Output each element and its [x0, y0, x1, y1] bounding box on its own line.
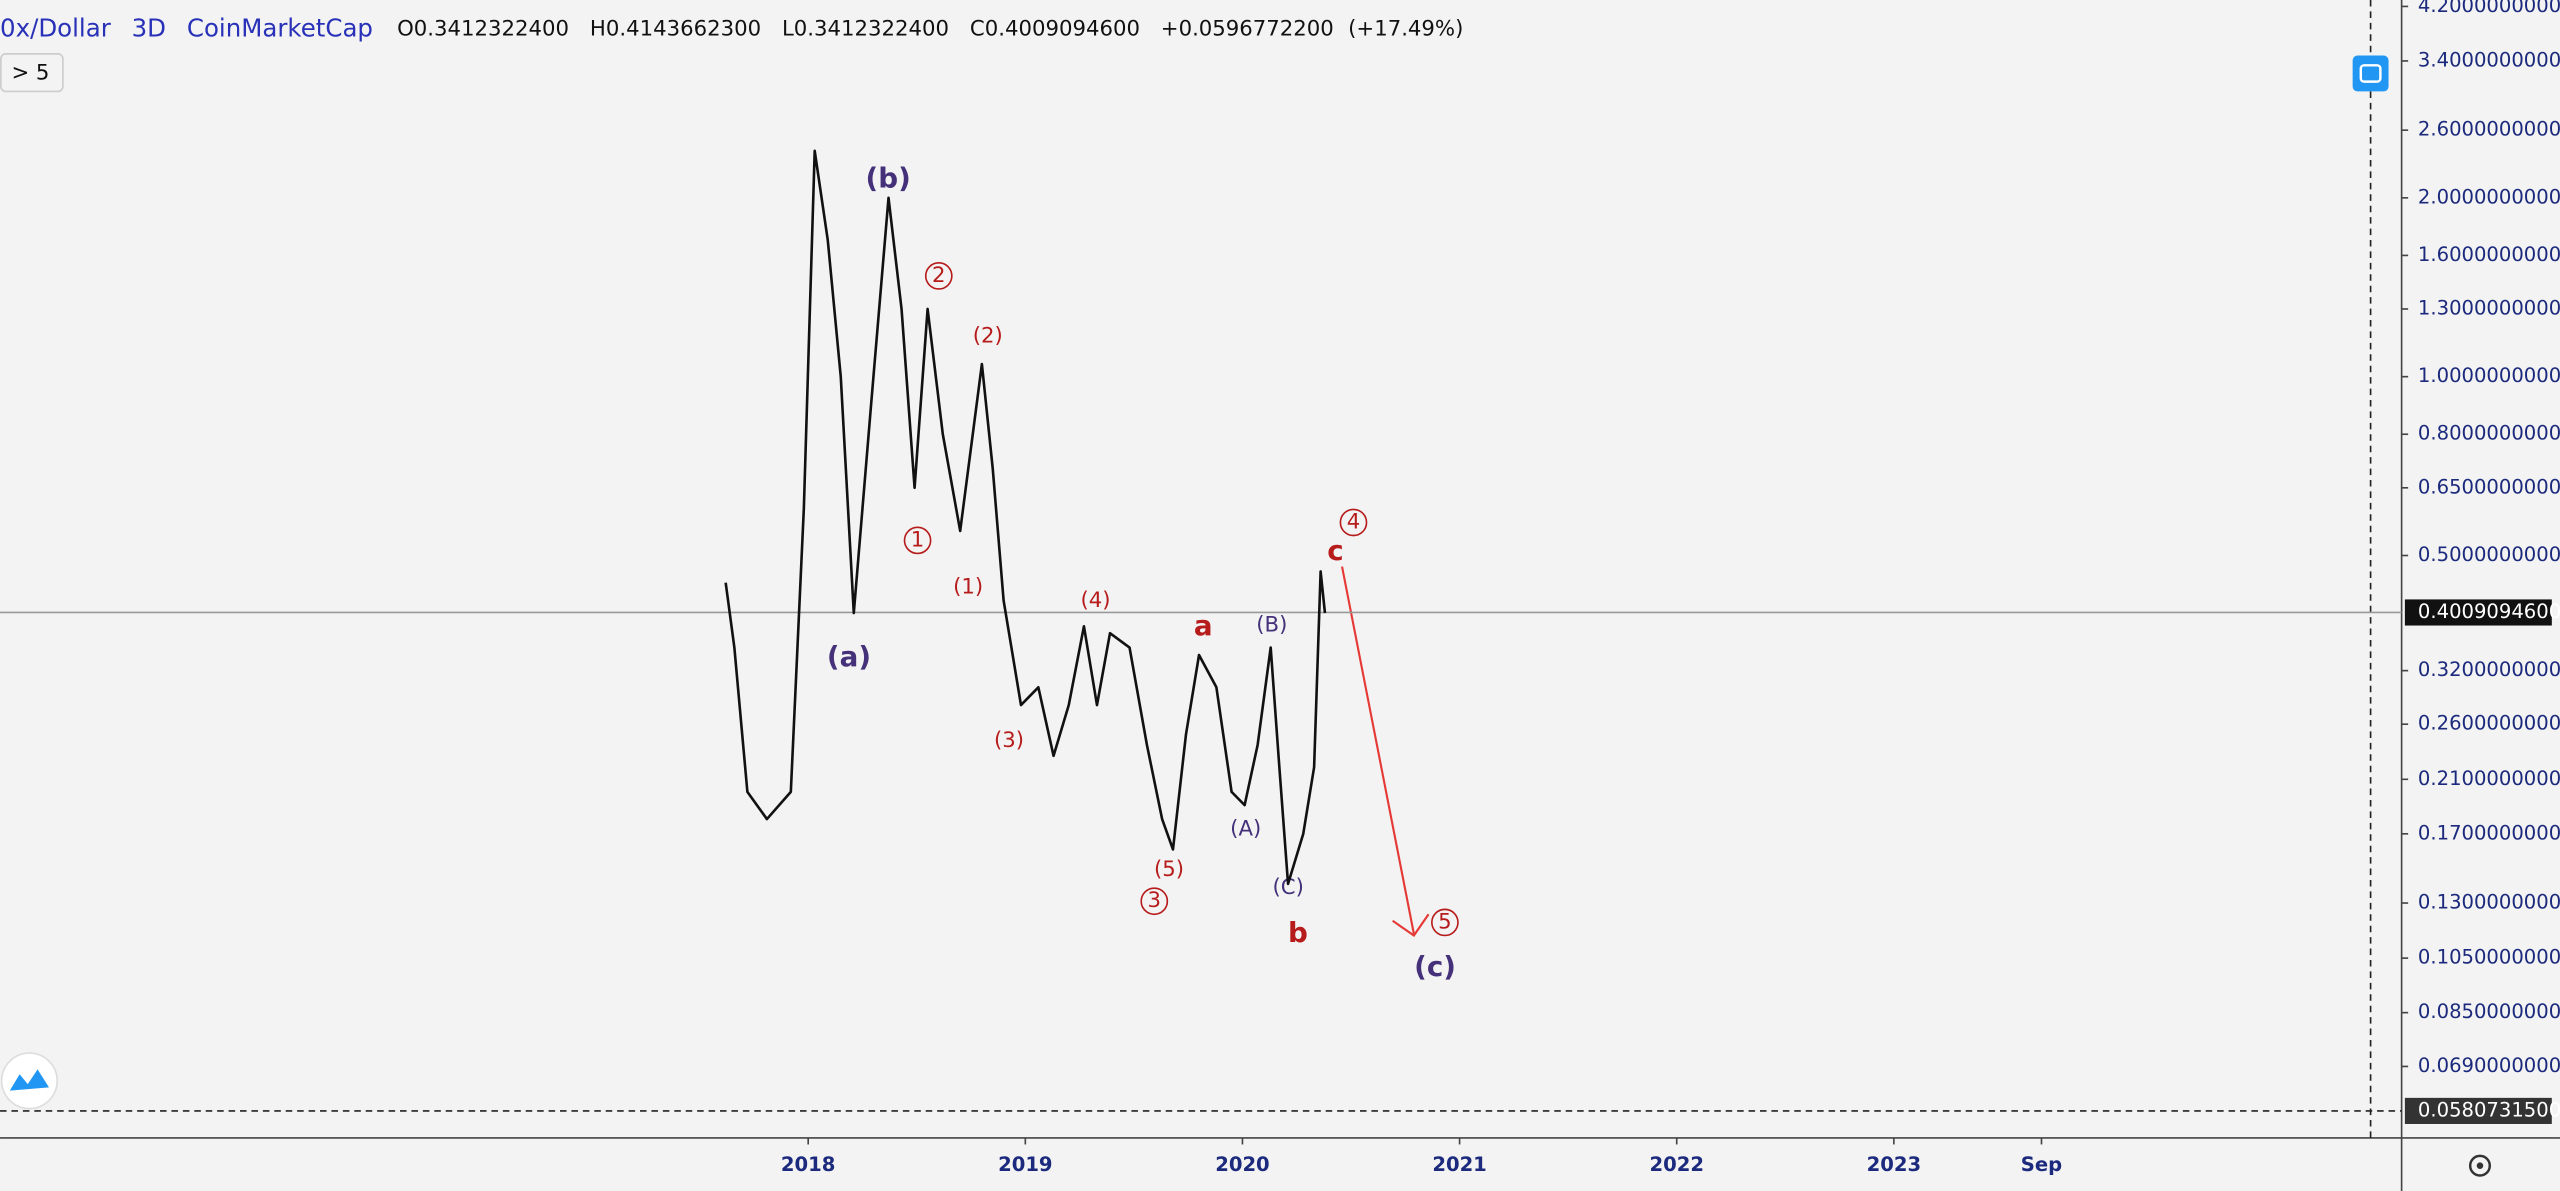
wave-label: 2 [932, 263, 946, 288]
gear-center[interactable] [2476, 1162, 2484, 1169]
indicator-count[interactable]: 5 [36, 60, 50, 85]
wave-circle [1339, 508, 1368, 537]
y-tick-label: 0.2600000000 [2418, 712, 2560, 735]
wave-label: (a) [827, 640, 871, 673]
symbol: 0x/Dollar [0, 13, 112, 42]
y-tick-label: 0.6500000000 [2418, 475, 2560, 498]
x-tick-label: 2020 [1215, 1153, 1270, 1176]
ohlc-value: 0.3412322400 [414, 16, 569, 41]
fullscreen-button[interactable] [2352, 55, 2389, 92]
y-tick-label: 0.1300000000 [2418, 891, 2560, 914]
ohlc-label: O [397, 16, 414, 41]
change: +0.0596772200 [1161, 16, 1334, 41]
x-tick-label: 2022 [1649, 1153, 1704, 1176]
y-tick-label: 0.0690000000 [2418, 1054, 2560, 1077]
annotations: (b) (a) 2 (2) 1 (1) (4) (3) (5) 3 a (B) … [827, 162, 1459, 983]
wave-label: 5 [1438, 909, 1452, 934]
ohlc-label: H [590, 16, 606, 41]
y-tick-label: 0.8000000000 [2418, 422, 2560, 445]
y-tick-label: 0.1700000000 [2418, 821, 2560, 844]
x-tick-label: 2018 [781, 1153, 836, 1176]
wave-circle [1431, 908, 1459, 937]
fullscreen-icon[interactable] [2359, 64, 2382, 83]
wave-label: (b) [866, 162, 911, 195]
x-tick-label: Sep [2021, 1153, 2062, 1176]
y-tick-label: 3.4000000000 [2418, 48, 2560, 71]
ohlc-label: C [970, 16, 985, 41]
price-label-box [2404, 599, 2552, 626]
x-tick-label: 2021 [1432, 1153, 1487, 1176]
y-tick-label: 2.0000000000 [2418, 185, 2560, 208]
gear-icon[interactable] [2468, 1154, 2491, 1177]
y-tick-label: 0.5000000000 [2418, 543, 2560, 566]
price-label: 0.4009094600 [2418, 600, 2560, 623]
ohlc-value: 0.3412322400 [794, 16, 949, 41]
price-label-box [2404, 1097, 2552, 1124]
y-tick-label: 1.0000000000 [2418, 364, 2560, 387]
wave-label: c [1327, 534, 1343, 567]
interval: 3D [132, 13, 166, 42]
price-line-series [724, 149, 1327, 886]
y-tick-label: 0.0850000000 [2418, 1000, 2560, 1023]
wave-label: (4) [1080, 588, 1110, 613]
y-tick-label: 1.6000000000 [2418, 243, 2560, 266]
fullscreen-button-box[interactable] [2352, 55, 2389, 92]
wave-label: (c) [1414, 950, 1456, 983]
x-tick-label: 2023 [1867, 1153, 1922, 1176]
logo-icon[interactable] [9, 1069, 50, 1091]
tv-logo[interactable] [0, 1052, 58, 1110]
arrow-head [1392, 913, 1430, 937]
x-tick-label: 2019 [998, 1153, 1053, 1176]
wave-circle [903, 526, 932, 555]
source: CoinMarketCap [187, 13, 373, 42]
ohlc-value: 0.4009094600 [985, 16, 1140, 41]
wave-label: a [1194, 609, 1213, 642]
wave-label: 1 [911, 527, 925, 552]
y-tick-label: 4.2000000000 [2418, 0, 2560, 17]
wave-label: b [1288, 916, 1308, 949]
chevron[interactable]: > [11, 60, 29, 85]
ohlc-label: L [782, 16, 794, 41]
change-percent: (+17.49%) [1348, 16, 1463, 41]
ohlc-value: 0.4143662300 [606, 16, 761, 41]
wave-label: 4 [1347, 509, 1361, 534]
indicator-button-box[interactable] [0, 53, 64, 93]
y-tick-label: 2.6000000000 [2418, 118, 2560, 141]
y-tick-label: 0.2100000000 [2418, 767, 2560, 790]
wave-label: (A) [1230, 816, 1261, 841]
y-tick-label: 0.3200000000 [2418, 658, 2560, 681]
y-tick-label: 1.3000000000 [2418, 296, 2560, 319]
indicator-button[interactable]: > 5 [0, 53, 64, 93]
wave-label: (2) [973, 323, 1003, 348]
wave-label: (1) [953, 575, 983, 600]
y-tick-label: 0.1050000000 [2418, 946, 2560, 969]
logo-circle[interactable] [0, 1052, 58, 1110]
settings-button[interactable] [2468, 1154, 2491, 1177]
price-label: 0.0580731500 [2418, 1098, 2560, 1121]
legend-header: 0x/Dollar 3D CoinMarketCap O0.3412322400… [0, 13, 1463, 42]
wave-label: (3) [994, 728, 1024, 753]
wave-circle [924, 262, 953, 290]
projection-arrow [1340, 566, 1415, 935]
wave-label: (B) [1256, 612, 1287, 637]
wave-circle [1140, 887, 1169, 916]
wave-label: (5) [1154, 857, 1184, 882]
wave-label: 3 [1148, 888, 1162, 913]
